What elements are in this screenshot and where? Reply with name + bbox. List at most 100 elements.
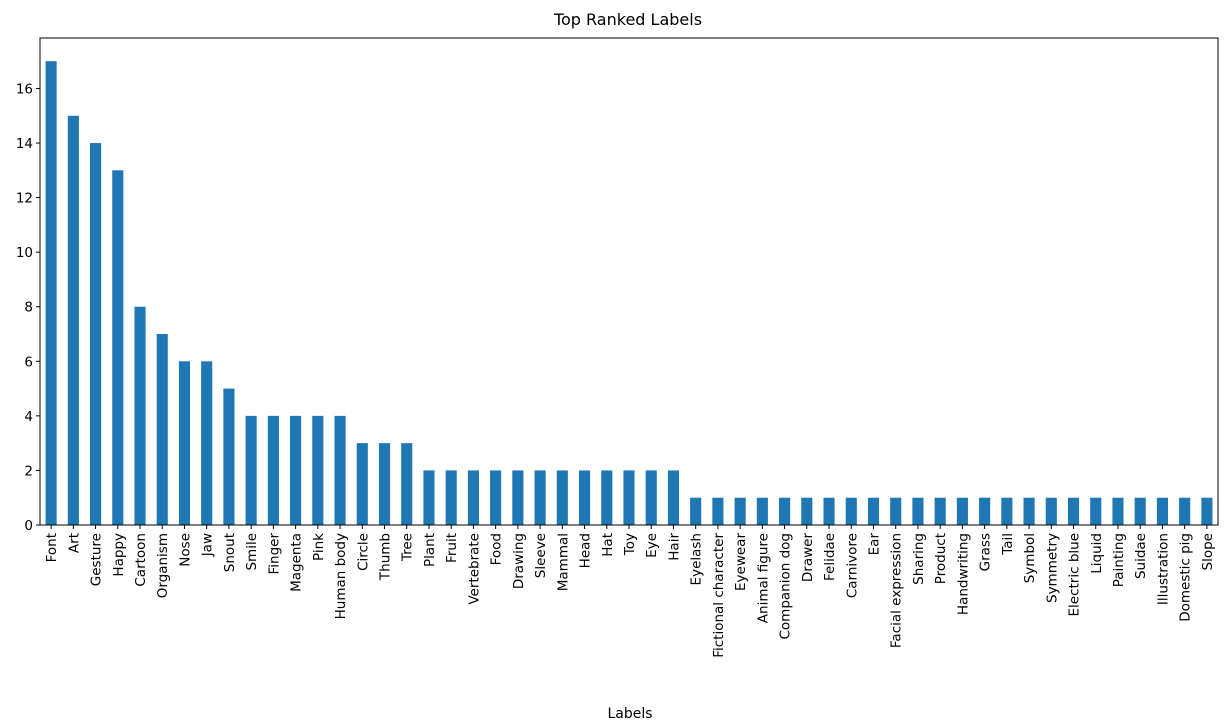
bar-sleeve <box>534 470 546 525</box>
x-tick-label: Facial expression <box>889 533 905 648</box>
x-tick-label: Felidae <box>822 533 838 581</box>
x-tick-label: Fictional character <box>711 533 727 658</box>
chart-title: Top Ranked Labels <box>553 10 702 29</box>
x-tick-label: Carnivore <box>844 533 860 598</box>
x-axis-label: Labels <box>607 706 652 722</box>
y-axis: 0 2 4 6 8 10 12 14 16 <box>16 81 40 534</box>
x-tick-label: Magenta <box>289 533 305 592</box>
x-tick-label: Symbol <box>1022 533 1038 583</box>
bar-facial-expression <box>890 497 902 525</box>
x-tick-label: Eye <box>644 533 660 558</box>
x-tick-label: Handwriting <box>955 533 971 615</box>
bar-hat <box>601 470 613 525</box>
bar-sharing <box>912 497 924 525</box>
x-tick-label: Domestic pig <box>1178 533 1194 622</box>
x-tick-label: Drawing <box>511 533 527 589</box>
x-tick-label: Eyewear <box>733 533 749 591</box>
bar-carnivore <box>845 497 857 525</box>
bar-symmetry <box>1045 497 1057 525</box>
y-tick-label: 0 <box>24 518 33 534</box>
bar-nose <box>178 361 191 525</box>
bar-liquid <box>1090 497 1102 525</box>
x-tick-label: Human body <box>333 533 349 619</box>
x-tick-label: Product <box>933 533 949 584</box>
bar-symbol <box>1023 497 1035 525</box>
x-tick-label: Pink <box>311 533 327 561</box>
x-tick-label: Companion dog <box>778 533 794 640</box>
x-tick-label: Jaw <box>200 533 216 557</box>
y-tick-label: 6 <box>24 354 33 370</box>
bar-finger <box>267 415 279 525</box>
bar-art <box>67 115 79 525</box>
bar-ear <box>867 497 880 525</box>
x-tick-label: Liquid <box>1089 533 1105 574</box>
bar-slope <box>1201 497 1213 525</box>
x-tick-label: Drawer <box>800 533 816 583</box>
bar-thumb <box>378 443 391 525</box>
y-tick-label: 16 <box>16 81 33 97</box>
x-tick-label: Organism <box>155 533 171 598</box>
x-tick-label: Hair <box>666 533 682 561</box>
x-tick-label: Fruit <box>444 533 460 563</box>
x-tick-label: Illustration <box>1155 533 1171 605</box>
x-tick-label: Tail <box>1000 533 1016 556</box>
y-tick-label: 14 <box>16 136 33 152</box>
x-tick-label: Toy <box>622 533 638 556</box>
x-tick-label: Hat <box>600 533 616 557</box>
bar-magenta <box>290 415 302 525</box>
bar-toy <box>623 470 635 525</box>
bar-fruit <box>445 470 457 525</box>
bar-grass <box>979 497 991 525</box>
x-tick-label: Sharing <box>911 533 927 585</box>
x-tick-label: Painting <box>1111 533 1127 587</box>
x-tick-label: Symmetry <box>1044 533 1060 603</box>
bar-plant <box>423 470 435 525</box>
bar-mammal <box>556 470 568 525</box>
bar-tree <box>401 443 413 525</box>
bar-companion-dog <box>779 497 791 525</box>
bar-electric-blue <box>1067 497 1080 525</box>
bar-handwriting <box>956 497 968 525</box>
x-tick-label: Electric blue <box>1067 533 1083 617</box>
x-tick-label: Art <box>66 533 82 553</box>
x-tick-label: Animal figure <box>755 533 771 623</box>
bar-snout <box>223 388 235 525</box>
bar-felidae <box>823 497 835 525</box>
x-tick-label: Suidae <box>1133 533 1149 579</box>
bar-hair <box>667 470 680 525</box>
x-tick-label: Happy <box>111 533 127 577</box>
x-tick-label: Eyelash <box>689 533 705 585</box>
x-tick-label: Plant <box>422 533 438 567</box>
bar-circle <box>356 443 368 525</box>
x-tick-label: Gesture <box>89 533 105 586</box>
y-tick-label: 2 <box>24 463 33 479</box>
bar-vertebrate <box>467 470 479 525</box>
bar-eye <box>645 470 657 525</box>
bar-tail <box>1001 497 1013 525</box>
y-tick-label: 8 <box>24 300 33 316</box>
x-tick-label: Finger <box>266 533 282 575</box>
bar-eyelash <box>690 497 702 525</box>
bar-drawing <box>512 470 524 525</box>
x-tick-label: Vertebrate <box>466 533 482 605</box>
bar-suidae <box>1134 497 1146 525</box>
bar-product <box>934 497 946 525</box>
bar-domestic-pig <box>1179 497 1191 525</box>
x-tick-label: Grass <box>978 533 994 571</box>
bar-jaw <box>201 361 213 525</box>
bar-cartoon <box>134 306 146 525</box>
x-tick-label: Font <box>44 533 60 562</box>
x-tick-label: Circle <box>355 533 371 571</box>
x-tick-label: Sleeve <box>533 533 549 578</box>
bar-painting <box>1112 497 1124 525</box>
bar-font <box>45 61 57 525</box>
x-tick-label: Snout <box>222 533 238 572</box>
y-tick-label: 4 <box>24 409 33 425</box>
bar-drawer <box>801 497 813 525</box>
bar-pink <box>312 415 324 525</box>
y-tick-label: 12 <box>16 191 33 207</box>
x-tick-label: Cartoon <box>133 533 149 587</box>
bar-organism <box>156 334 168 525</box>
x-tick-label: Ear <box>866 533 882 556</box>
x-tick-label: Mammal <box>555 533 571 591</box>
